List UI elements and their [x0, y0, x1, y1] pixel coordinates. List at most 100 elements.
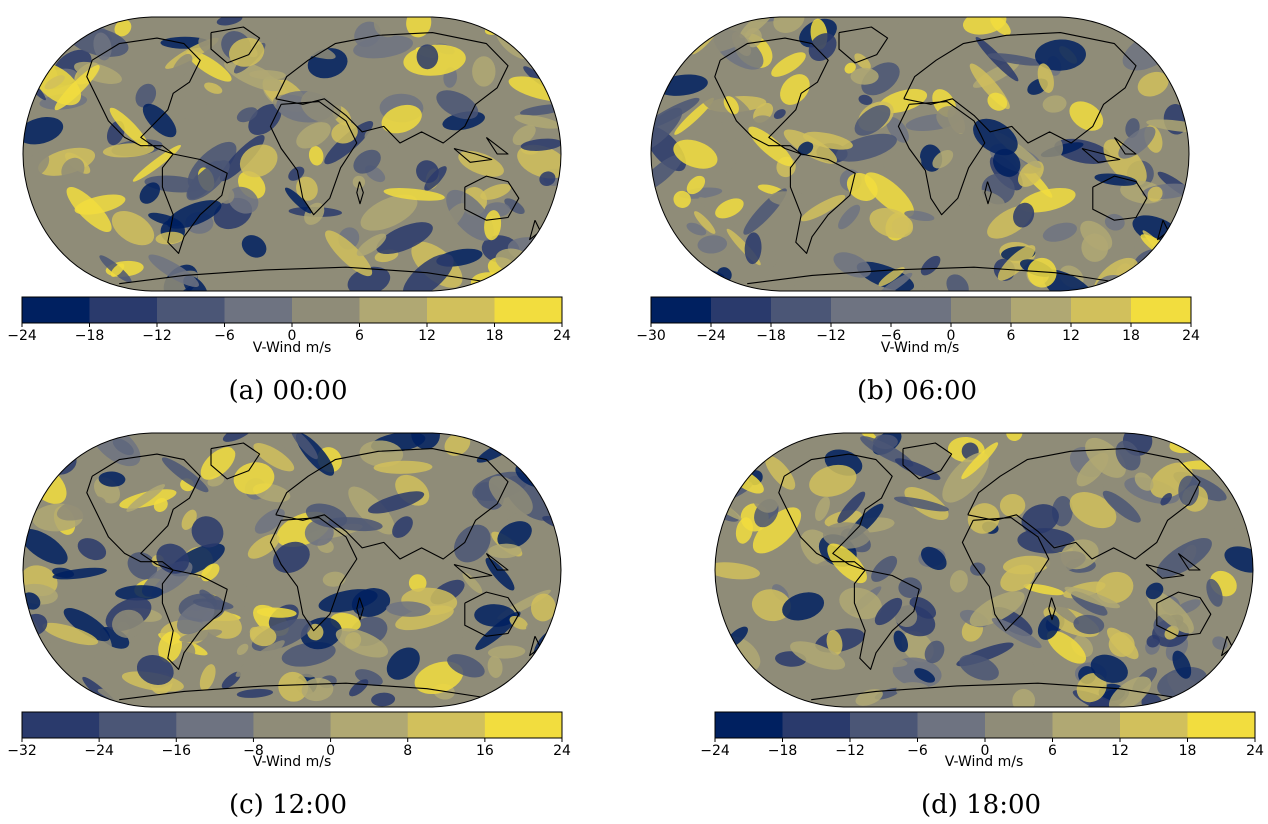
- wind-contour-blob: [1035, 39, 1086, 71]
- wind-contour-blob: [1206, 578, 1223, 607]
- wind-contour-blob: [77, 538, 107, 561]
- wind-contour-blob: [487, 645, 526, 659]
- colorbar-tick-label: −12: [835, 743, 865, 759]
- wind-contour-blob: [869, 208, 914, 239]
- colorbar-label: V-Wind m/s: [252, 340, 332, 356]
- colorbar-frame: [21, 711, 563, 739]
- colorbar-segment: [917, 712, 986, 738]
- wind-contour-blob: [1046, 630, 1087, 664]
- wind-contour-blob: [228, 270, 245, 285]
- wind-contour-blob: [809, 464, 857, 497]
- colorbar-tick-label: 0: [288, 328, 297, 344]
- wind-contour-blob: [695, 117, 725, 146]
- wind-contour-blob: [1019, 187, 1076, 213]
- colorbar-segment: [157, 297, 225, 323]
- wind-contour-blob: [411, 433, 440, 450]
- wind-contour-blob: [893, 496, 950, 512]
- wind-contour-blob: [23, 444, 37, 461]
- coastline: [86, 453, 201, 571]
- wind-contour-blob: [402, 253, 454, 291]
- wind-contour-blob: [1108, 676, 1152, 707]
- coastline: [119, 266, 482, 285]
- coastline: [778, 453, 893, 571]
- wind-contour-blob: [837, 491, 866, 524]
- wind-contour-blob: [808, 33, 837, 62]
- colorbar-segment: [1131, 297, 1192, 323]
- wind-contour-blob: [871, 555, 898, 582]
- wind-contour-blob: [179, 629, 223, 643]
- wind-contour-blob: [1145, 582, 1164, 600]
- wind-contour-blob: [846, 173, 878, 201]
- colorbar-tick-label: −18: [768, 743, 798, 759]
- coastline: [789, 153, 856, 254]
- wind-contour-blob: [651, 107, 683, 153]
- wind-contour-blob: [497, 433, 541, 453]
- wind-contour-blob: [305, 503, 348, 528]
- coastline: [86, 37, 201, 155]
- map-b: [650, 16, 1190, 292]
- wind-contour-blob: [256, 607, 297, 618]
- coastline: [714, 37, 829, 155]
- wind-contour-blob: [517, 144, 561, 179]
- wind-contour-blob: [520, 138, 561, 151]
- wind-contour-blob: [1134, 472, 1154, 491]
- coastline: [161, 569, 228, 670]
- wind-contour-blob: [826, 630, 843, 656]
- wind-contour-blob: [1160, 492, 1172, 506]
- colorbar-tick-label: −12: [142, 328, 172, 344]
- wind-contour-blob: [42, 622, 99, 646]
- wind-contour-blob: [959, 188, 1005, 211]
- wind-contour-blob: [1227, 656, 1253, 672]
- wind-map-svg: [22, 16, 562, 292]
- coastline: [529, 219, 541, 241]
- colorbar-svg: −24 −18 −12 −6 0 6 12 18 24: [7, 296, 571, 344]
- wind-contour-blob: [1103, 72, 1122, 92]
- wind-contour-blob: [523, 17, 554, 44]
- wind-contour-blob: [335, 628, 389, 658]
- wind-contour-blob: [308, 146, 324, 166]
- wind-contour-blob: [414, 661, 464, 695]
- wind-contour-blob: [93, 32, 112, 61]
- wind-contour-blob: [854, 105, 891, 136]
- wind-contour-blob: [874, 597, 903, 626]
- wind-contour-blob: [771, 52, 806, 77]
- wind-contour-blob: [1000, 564, 1036, 592]
- colorbar-segment: [1011, 297, 1072, 323]
- wind-contour-blob: [987, 92, 1008, 111]
- colorbar-tick-label: −32: [7, 743, 37, 759]
- wind-contour-blob: [136, 654, 174, 686]
- wind-contour-blob: [453, 524, 491, 563]
- wind-contour-blob: [893, 630, 909, 653]
- colorbar-label: V-Wind m/s: [880, 340, 960, 356]
- wind-contour-blob: [1224, 546, 1253, 573]
- wind-contour-blob: [475, 611, 521, 651]
- wind-map-svg: [22, 432, 562, 708]
- wind-contour-blob: [26, 433, 45, 443]
- colorbar-svg: −30 −24 −18 −12 −6 0 6 12 18 24: [636, 296, 1200, 344]
- wind-contour-blob: [135, 83, 157, 108]
- wind-contour-blob: [883, 149, 922, 177]
- wind-contour-blob: [674, 97, 714, 135]
- wind-contour-blob: [715, 474, 734, 493]
- wind-contour-blob: [862, 655, 908, 668]
- wind-contour-blob: [1169, 17, 1189, 42]
- wind-contour-blob: [66, 186, 112, 233]
- wind-contour-blob: [97, 688, 157, 707]
- coastline: [838, 26, 889, 64]
- wind-contour-blob: [1226, 656, 1248, 673]
- wind-contour-blob: [765, 455, 796, 490]
- wind-contour-blob: [446, 189, 494, 241]
- wind-contour-blob: [109, 655, 130, 676]
- wind-contour-blob: [349, 679, 369, 697]
- wind-contour-blob: [1103, 139, 1147, 186]
- wind-contour-blob: [800, 194, 846, 222]
- wind-contour-blob: [537, 244, 561, 275]
- colorbar-tick-label: 0: [326, 743, 335, 759]
- wind-contour-blob: [436, 90, 479, 120]
- wind-contour-blob: [697, 235, 728, 254]
- colorbar-tick-label: −6: [214, 328, 235, 344]
- coastline: [1221, 635, 1233, 657]
- colorbar-tick-label: 24: [1246, 743, 1264, 759]
- coastline: [275, 448, 509, 560]
- wind-contour-blob: [484, 210, 502, 241]
